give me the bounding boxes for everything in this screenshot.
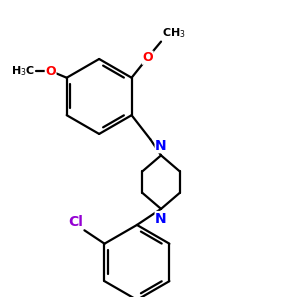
Text: N: N <box>155 139 167 153</box>
Text: O: O <box>45 64 56 77</box>
Text: N: N <box>155 212 167 226</box>
Text: H$_3$C: H$_3$C <box>11 64 34 78</box>
Text: CH$_3$: CH$_3$ <box>162 26 186 40</box>
Text: Cl: Cl <box>68 215 83 229</box>
Text: O: O <box>142 51 153 64</box>
